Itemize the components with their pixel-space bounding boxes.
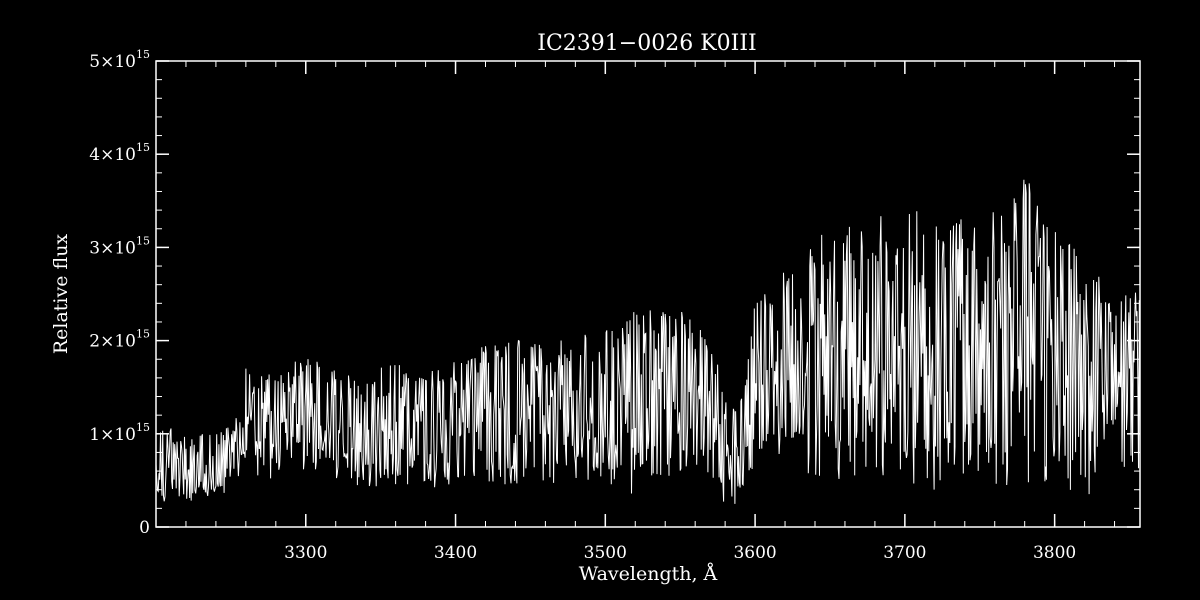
y-tick-label: 2×1015 [89, 328, 150, 352]
y-tick-label: 1×1015 [89, 421, 150, 445]
y-tick-exponent: 15 [136, 234, 150, 247]
x-tick-label: 3700 [883, 543, 926, 563]
x-axis: 3300 3400 3500 3600 3700 3800 [284, 61, 1076, 563]
x-tick-label: 3300 [284, 543, 327, 563]
series-layer [155, 179, 1141, 504]
y-tick-mantissa: 3×10 [89, 238, 136, 258]
y-tick-mantissa: 5×10 [89, 52, 136, 72]
y-tick-exponent: 15 [136, 328, 150, 341]
y-tick-mantissa: 2×10 [89, 332, 136, 352]
chart-title: IC2391−0026 K0III [537, 31, 756, 56]
x-tick-label: 3800 [1033, 543, 1076, 563]
y-tick-label: 4×1015 [89, 141, 150, 165]
spectrum-line [155, 179, 1141, 504]
y-tick-exponent: 15 [136, 48, 150, 61]
y-tick-mantissa: 0 [139, 518, 150, 538]
x-axis-label: Wavelength, Å [579, 563, 718, 585]
x-tick-label: 3600 [733, 543, 776, 563]
x-tick-label: 3500 [584, 543, 627, 563]
y-tick-exponent: 15 [136, 421, 150, 434]
y-tick-label: 5×1015 [89, 48, 150, 72]
plot-border [155, 60, 1141, 528]
y-tick-mantissa: 1×10 [89, 425, 136, 445]
y-axis-label: Relative flux [50, 234, 72, 355]
plot-frame [155, 60, 1141, 528]
x-tick-label: 3400 [434, 543, 477, 563]
y-tick-label: 3×1015 [89, 234, 150, 258]
y-tick-exponent: 15 [136, 141, 150, 154]
y-tick-mantissa: 4×10 [89, 145, 136, 165]
y-tick-label: 0 [139, 518, 150, 538]
